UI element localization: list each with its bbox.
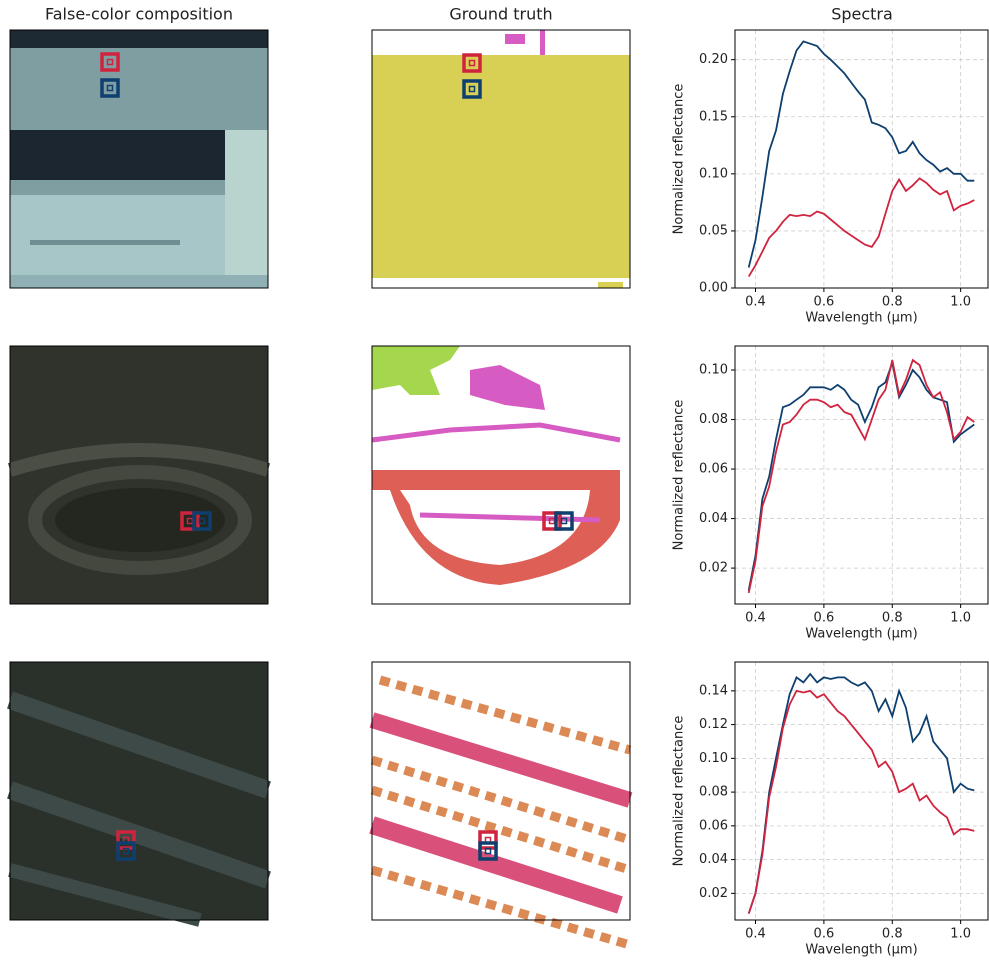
y-tick-label: 0.08 [699, 785, 728, 800]
sample-marker [180, 511, 200, 531]
sample-marker [100, 52, 120, 72]
sample-pixel [468, 85, 476, 93]
sample-marker [462, 79, 482, 99]
x-tick-label: 1.0 [950, 927, 971, 942]
spectrum-line [747, 689, 975, 914]
spectrum-line [747, 672, 975, 914]
image-frame [9, 661, 269, 921]
x-tick-label: 1.0 [950, 611, 971, 626]
ground-truth-image [371, 346, 630, 604]
false-color-image [10, 30, 268, 288]
y-tick-label: 0.15 [699, 109, 728, 124]
image-frame [9, 29, 269, 289]
column-title: Spectra [831, 5, 893, 24]
spectrum-line [747, 177, 975, 278]
y-tick-label: 0.02 [699, 561, 728, 576]
false-color-image [7, 662, 271, 927]
x-tick-label: 0.6 [814, 611, 835, 626]
x-tick-label: 1.0 [950, 295, 971, 310]
y-tick-label: 0.04 [699, 511, 728, 526]
sample-pixel [106, 58, 114, 66]
y-tick-label: 0.06 [699, 818, 728, 833]
x-axis-label: Wavelength (µm) [805, 627, 917, 642]
y-tick-label: 0.10 [699, 363, 728, 378]
x-tick-label: 0.4 [745, 295, 766, 310]
y-axis-label: Normalized reflectance [672, 716, 687, 867]
plot-frame [734, 29, 989, 289]
sample-pixel [122, 847, 130, 855]
x-tick-label: 0.6 [814, 295, 835, 310]
y-tick-label: 0.06 [699, 462, 728, 477]
y-axis-label: Normalized reflectance [672, 400, 687, 551]
image-frame [371, 345, 631, 605]
ground-truth-image [372, 30, 630, 288]
sample-pixel [484, 847, 492, 855]
spectrum-line [747, 358, 975, 594]
ground-truth-image [369, 662, 633, 950]
sample-marker [554, 511, 574, 531]
x-tick-label: 0.8 [882, 295, 903, 310]
sample-marker [116, 841, 136, 861]
x-tick-label: 0.4 [745, 611, 766, 626]
sample-pixel [198, 517, 206, 525]
sample-pixel [106, 84, 114, 92]
y-axis-label: Normalized reflectance [672, 84, 687, 235]
plot-frame [734, 345, 989, 605]
sample-marker [542, 511, 562, 531]
y-tick-label: 0.12 [699, 717, 728, 732]
false-color-image [7, 346, 271, 604]
x-axis-label: Wavelength (µm) [805, 311, 917, 326]
y-tick-label: 0.10 [699, 751, 728, 766]
sample-pixel [468, 59, 476, 67]
y-tick-label: 0.20 [699, 52, 728, 67]
sample-pixel [560, 517, 568, 525]
x-tick-label: 0.8 [882, 611, 903, 626]
sample-marker [462, 53, 482, 73]
x-tick-label: 0.4 [745, 927, 766, 942]
x-axis-label: Wavelength (µm) [805, 943, 917, 958]
y-tick-label: 0.05 [699, 223, 728, 238]
x-tick-label: 0.6 [814, 927, 835, 942]
sample-marker [192, 511, 212, 531]
y-tick-label: 0.02 [699, 886, 728, 901]
sample-marker [100, 78, 120, 98]
column-title: False-color composition [45, 5, 233, 24]
column-title: Ground truth [449, 5, 552, 24]
spectrum-line [747, 359, 975, 591]
spectrum-line [747, 40, 975, 268]
y-tick-label: 0.08 [699, 412, 728, 427]
y-tick-label: 0.14 [699, 683, 728, 698]
y-tick-label: 0.10 [699, 166, 728, 181]
image-frame [371, 29, 631, 289]
plot-frame [734, 661, 989, 921]
image-frame [9, 345, 269, 605]
y-tick-label: 0.00 [699, 281, 728, 296]
y-tick-label: 0.04 [699, 852, 728, 867]
image-frame [371, 661, 631, 921]
x-tick-label: 0.8 [882, 927, 903, 942]
sample-marker [478, 841, 498, 861]
